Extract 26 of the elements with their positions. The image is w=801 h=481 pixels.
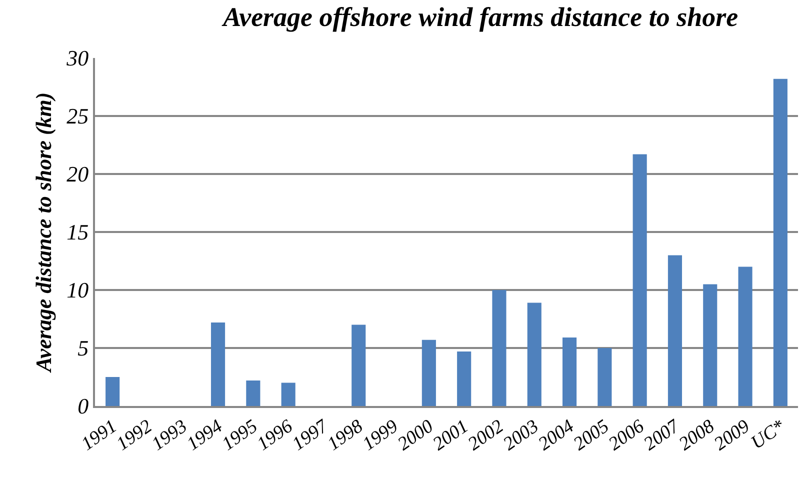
bar xyxy=(422,340,436,406)
bar xyxy=(246,380,260,406)
bar xyxy=(773,78,788,406)
bar xyxy=(668,255,682,406)
bar xyxy=(703,284,718,406)
y-tick-label: 25 xyxy=(66,104,89,129)
x-tick-label: UC* xyxy=(747,416,790,454)
bar xyxy=(527,302,542,406)
bar xyxy=(106,377,120,406)
chart-title: Average offshore wind farms distance to shore xyxy=(221,2,738,32)
bar xyxy=(457,351,472,406)
bar xyxy=(738,266,752,406)
y-axis-title: Average distance to shore (km) xyxy=(30,92,56,374)
y-tick-label: 10 xyxy=(66,278,89,303)
y-tick-label: 20 xyxy=(66,162,89,187)
bar xyxy=(352,324,366,406)
bar xyxy=(210,322,226,406)
y-tick-label: 0 xyxy=(78,394,89,419)
bar xyxy=(492,290,506,406)
bar xyxy=(281,382,296,406)
y-tick-label: 5 xyxy=(78,336,89,361)
bar xyxy=(562,338,577,406)
y-tick-label: 30 xyxy=(66,46,89,71)
bar xyxy=(598,348,612,406)
y-tick-label: 15 xyxy=(66,220,89,245)
bar xyxy=(632,154,647,406)
